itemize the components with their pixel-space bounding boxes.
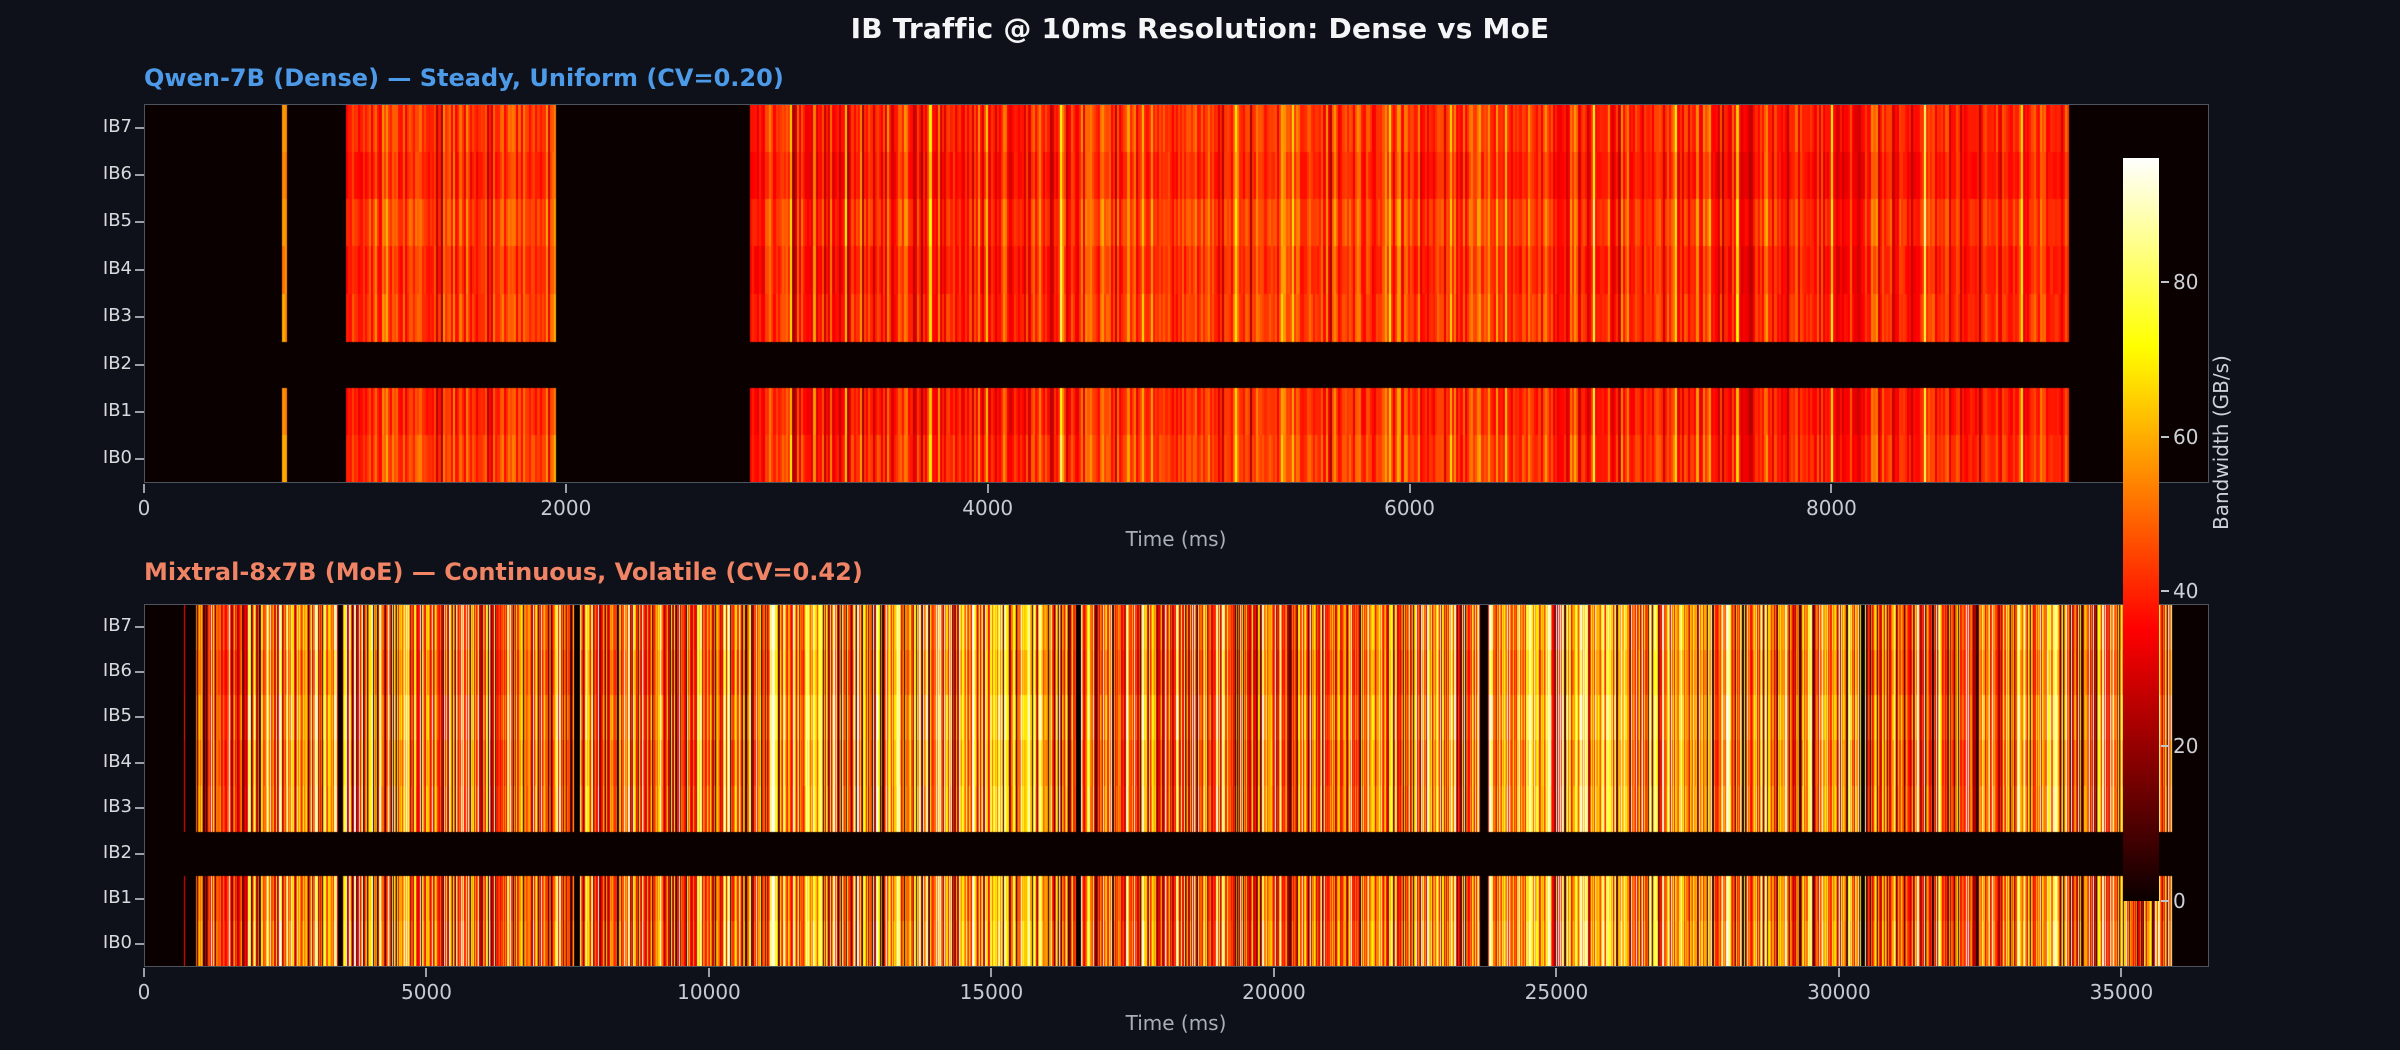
row-label-ib0: IB0: [102, 932, 132, 954]
qwen-heatmap-canvas: [145, 105, 2208, 482]
colorbar-gradient-canvas: [2123, 158, 2159, 901]
x-tick-label: 6000: [1384, 496, 1436, 520]
row-label-ib3: IB3: [102, 305, 132, 327]
row-label-ib2: IB2: [102, 352, 132, 374]
colorbar-tick-label: 40: [2173, 579, 2199, 604]
x-tick-mark: [1830, 484, 1833, 493]
y-tick-mark: [135, 671, 144, 674]
x-tick-label: 8000: [1805, 496, 1857, 520]
x-tick-label: 30000: [1807, 980, 1871, 1004]
y-tick-mark: [135, 126, 144, 129]
x-tick-mark: [143, 968, 145, 977]
x-tick-label: 25000: [1524, 980, 1589, 1004]
figure-title: IB Traffic @ 10ms Resolution: Dense vs M…: [850, 12, 1550, 45]
qwen-x-axis-label: Time (ms): [1125, 527, 1227, 551]
colorbar-tick-label: 60: [2173, 424, 2199, 449]
y-tick-mark: [135, 807, 144, 810]
row-label-ib1: IB1: [102, 399, 132, 421]
y-tick-mark: [135, 316, 144, 319]
y-tick-mark: [135, 363, 144, 366]
x-tick-mark: [564, 484, 567, 493]
colorbar-tick-mark: [2161, 435, 2169, 438]
x-tick-mark: [425, 968, 428, 977]
mixtral-heatmap-canvas: [145, 605, 2208, 966]
row-label-ib6: IB6: [102, 660, 132, 682]
colorbar-tick-label: 80: [2173, 269, 2199, 294]
x-tick-label: 2000: [540, 496, 592, 520]
x-tick-label: 0: [137, 980, 151, 1004]
y-tick-mark: [135, 410, 144, 413]
y-tick-mark: [135, 458, 144, 461]
x-tick-mark: [2120, 968, 2123, 977]
y-tick-mark: [135, 716, 144, 719]
row-label-ib5: IB5: [102, 705, 132, 727]
x-tick-label: 0: [137, 496, 151, 520]
row-label-ib2: IB2: [102, 841, 132, 863]
mixtral-panel-title: Mixtral-8x7B (MoE) — Continuous, Volatil…: [144, 558, 863, 586]
x-tick-mark: [707, 968, 710, 977]
colorbar-tick-label: 20: [2173, 734, 2199, 759]
colorbar-tick-mark: [2161, 590, 2169, 593]
x-tick-label: 10000: [677, 980, 741, 1004]
x-tick-mark: [986, 484, 989, 493]
qwen-heatmap: [144, 104, 2209, 483]
x-tick-mark: [1408, 484, 1411, 493]
row-label-ib3: IB3: [102, 796, 132, 818]
y-tick-mark: [135, 625, 144, 628]
row-label-ib0: IB0: [102, 447, 132, 469]
row-label-ib7: IB7: [102, 614, 132, 636]
colorbar-tick-mark: [2161, 900, 2169, 902]
y-tick-mark: [135, 943, 144, 946]
y-tick-mark: [135, 174, 144, 177]
row-label-ib4: IB4: [102, 257, 132, 279]
qwen-panel-title: Qwen-7B (Dense) — Steady, Uniform (CV=0.…: [144, 64, 784, 92]
x-tick-label: 35000: [2089, 980, 2154, 1004]
x-tick-mark: [1272, 968, 1275, 977]
colorbar: [2123, 158, 2159, 901]
y-tick-mark: [135, 221, 144, 224]
colorbar-tick-mark: [2161, 280, 2169, 283]
mixtral-heatmap: [144, 604, 2209, 967]
row-label-ib6: IB6: [102, 163, 132, 185]
x-tick-mark: [1555, 968, 1558, 977]
x-tick-mark: [1837, 968, 1840, 977]
row-label-ib1: IB1: [102, 886, 132, 908]
colorbar-tick-label: 0: [2173, 889, 2186, 913]
y-tick-mark: [135, 852, 144, 855]
x-tick-label: 15000: [959, 980, 1024, 1004]
colorbar-tick-mark: [2161, 745, 2169, 748]
x-tick-mark: [990, 968, 993, 977]
x-tick-label: 5000: [401, 980, 452, 1004]
x-tick-label: 4000: [962, 496, 1014, 520]
x-tick-label: 20000: [1242, 980, 1306, 1004]
x-tick-mark: [143, 484, 145, 493]
y-tick-mark: [135, 268, 144, 271]
y-tick-mark: [135, 897, 144, 900]
mixtral-x-axis-label: Time (ms): [1125, 1011, 1227, 1035]
y-tick-mark: [135, 761, 144, 764]
row-label-ib7: IB7: [102, 115, 132, 137]
row-label-ib5: IB5: [102, 210, 132, 232]
row-label-ib4: IB4: [102, 750, 132, 772]
